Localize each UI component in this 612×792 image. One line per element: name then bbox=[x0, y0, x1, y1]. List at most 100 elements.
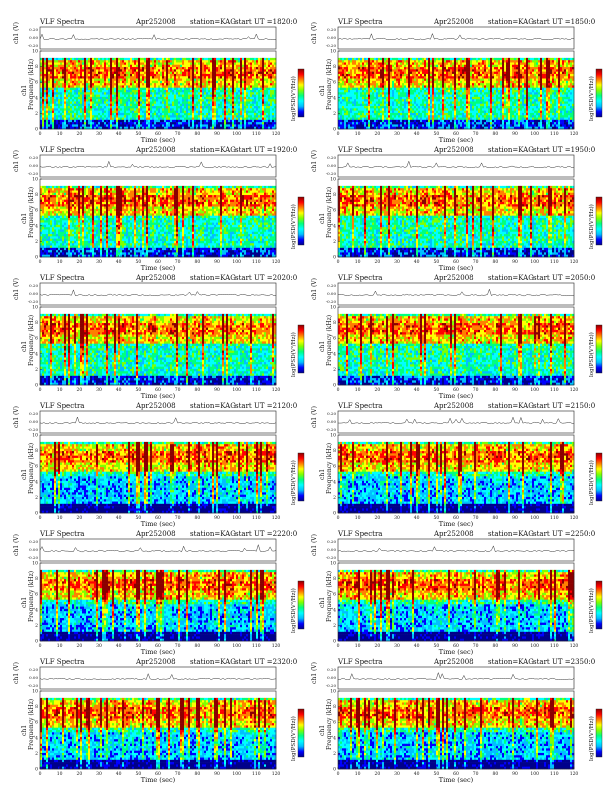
spectrogram-cell bbox=[190, 95, 192, 98]
spectrogram-cell bbox=[176, 95, 178, 98]
spectrogram-cell bbox=[214, 81, 216, 84]
spectrogram-cell bbox=[262, 58, 264, 61]
spectrogram-cell bbox=[96, 81, 98, 84]
spectrogram-cell bbox=[56, 76, 58, 79]
spectrogram-cell bbox=[118, 92, 120, 95]
spectrogram-cell bbox=[208, 74, 210, 77]
spectrogram-cell bbox=[72, 85, 74, 88]
spectrogram-cell bbox=[140, 65, 142, 68]
spectrogram-cell bbox=[196, 92, 198, 95]
spectrogram-cell bbox=[232, 72, 234, 75]
spectrogram-cell bbox=[126, 97, 128, 100]
spectrogram-cell bbox=[124, 97, 126, 100]
spectrogram-cell bbox=[102, 92, 104, 95]
spectrogram-cell bbox=[194, 85, 196, 88]
spectrogram-cell bbox=[110, 58, 112, 61]
spectrogram-cell bbox=[82, 69, 84, 72]
spectrogram-cell bbox=[92, 95, 94, 98]
spectrogram-cell bbox=[162, 90, 164, 93]
spectrogram-cell bbox=[212, 62, 214, 65]
spectrogram-cell bbox=[244, 90, 246, 93]
spectrogram-cell bbox=[164, 60, 166, 63]
spectrogram-cell bbox=[256, 69, 258, 72]
spectrogram-cell bbox=[202, 67, 204, 70]
spectrogram-cell bbox=[40, 88, 42, 91]
spectrogram-cell bbox=[194, 92, 196, 95]
spectrogram-cell bbox=[172, 90, 174, 93]
spectrogram-cell bbox=[252, 92, 254, 95]
spectrogram-cell bbox=[42, 88, 44, 91]
spectrogram-cell bbox=[140, 67, 142, 70]
spectrogram-cell bbox=[236, 58, 238, 61]
spectrogram-cell bbox=[258, 76, 260, 79]
spectrogram-cell bbox=[202, 58, 204, 61]
spectrogram-cell bbox=[142, 95, 144, 98]
spectrogram-cell bbox=[196, 79, 198, 82]
spectrogram-cell bbox=[96, 85, 98, 88]
spectrogram-cell bbox=[58, 72, 60, 75]
spectrogram-cell bbox=[92, 60, 94, 63]
spectrogram-cell bbox=[44, 58, 46, 61]
spectrogram-cell bbox=[106, 81, 108, 84]
spectrogram-cell bbox=[208, 79, 210, 82]
spectrogram-cell bbox=[46, 67, 48, 70]
spectrogram-cell bbox=[150, 92, 152, 95]
spectrogram-cell bbox=[266, 88, 268, 91]
spectrogram-cell bbox=[58, 74, 60, 77]
spectrogram-cell bbox=[234, 65, 236, 68]
spectrogram-cell bbox=[64, 67, 66, 70]
spectrogram-cell bbox=[112, 95, 114, 98]
spectrogram-cell bbox=[162, 97, 164, 100]
spectrogram-cell bbox=[226, 92, 228, 95]
spectrogram-cell bbox=[78, 65, 80, 68]
spectrogram-cell bbox=[194, 83, 196, 86]
spectrogram-cell bbox=[124, 88, 126, 91]
spectrogram-cell bbox=[238, 81, 240, 84]
spectrogram-cell bbox=[70, 92, 72, 95]
spectrogram-cell bbox=[178, 101, 180, 104]
spectrogram-cell bbox=[136, 74, 138, 77]
spectrogram-cell bbox=[92, 88, 94, 91]
spectrogram-cell bbox=[194, 76, 196, 79]
spectrogram-cell bbox=[42, 95, 44, 98]
spectrogram-cell bbox=[72, 88, 74, 91]
spectrogram-cell bbox=[138, 62, 140, 65]
spectrogram-cell bbox=[138, 85, 140, 88]
spectrogram-cell bbox=[272, 67, 274, 70]
spectrogram-cell bbox=[70, 85, 72, 88]
spectrogram-cell bbox=[72, 81, 74, 84]
spectrogram-cell bbox=[116, 99, 118, 102]
spectrogram-cell bbox=[170, 69, 172, 72]
spectrogram-cell bbox=[272, 85, 274, 88]
spectrogram-cell bbox=[120, 67, 122, 70]
spectrogram-cell bbox=[146, 79, 148, 82]
spectrogram-cell bbox=[56, 74, 58, 77]
spectrogram-cell bbox=[266, 58, 268, 61]
spectrogram-cell bbox=[226, 65, 228, 68]
spectrogram-cell bbox=[92, 99, 94, 102]
spectrogram-cell bbox=[94, 67, 96, 70]
spectrogram-cell bbox=[54, 95, 56, 98]
spectrogram-cell bbox=[136, 90, 138, 93]
spectrogram-cell bbox=[236, 92, 238, 95]
spectrogram-cell bbox=[134, 69, 136, 72]
spectrogram-cell bbox=[100, 62, 102, 65]
spectrogram-cell bbox=[248, 99, 250, 102]
spectrogram-cell bbox=[208, 65, 210, 68]
spectrogram-cell bbox=[50, 79, 52, 82]
spectrogram-cell bbox=[70, 65, 72, 68]
spectrogram-cell bbox=[240, 81, 242, 84]
spectrogram-cell bbox=[142, 69, 144, 72]
spectrogram-cell bbox=[216, 79, 218, 82]
spectrogram-cell bbox=[92, 92, 94, 95]
spectrogram-cell bbox=[204, 88, 206, 91]
spectrogram-cell bbox=[264, 81, 266, 84]
spectrogram-cell bbox=[212, 97, 214, 100]
spectrogram-cell bbox=[184, 76, 186, 79]
spectrogram-cell bbox=[266, 69, 268, 72]
spectrogram-cell bbox=[108, 90, 110, 93]
spectrogram-cell bbox=[232, 97, 234, 100]
spectrogram-cell bbox=[150, 62, 152, 65]
spectrogram-cell bbox=[156, 92, 158, 95]
spectrogram-cell bbox=[52, 101, 54, 104]
